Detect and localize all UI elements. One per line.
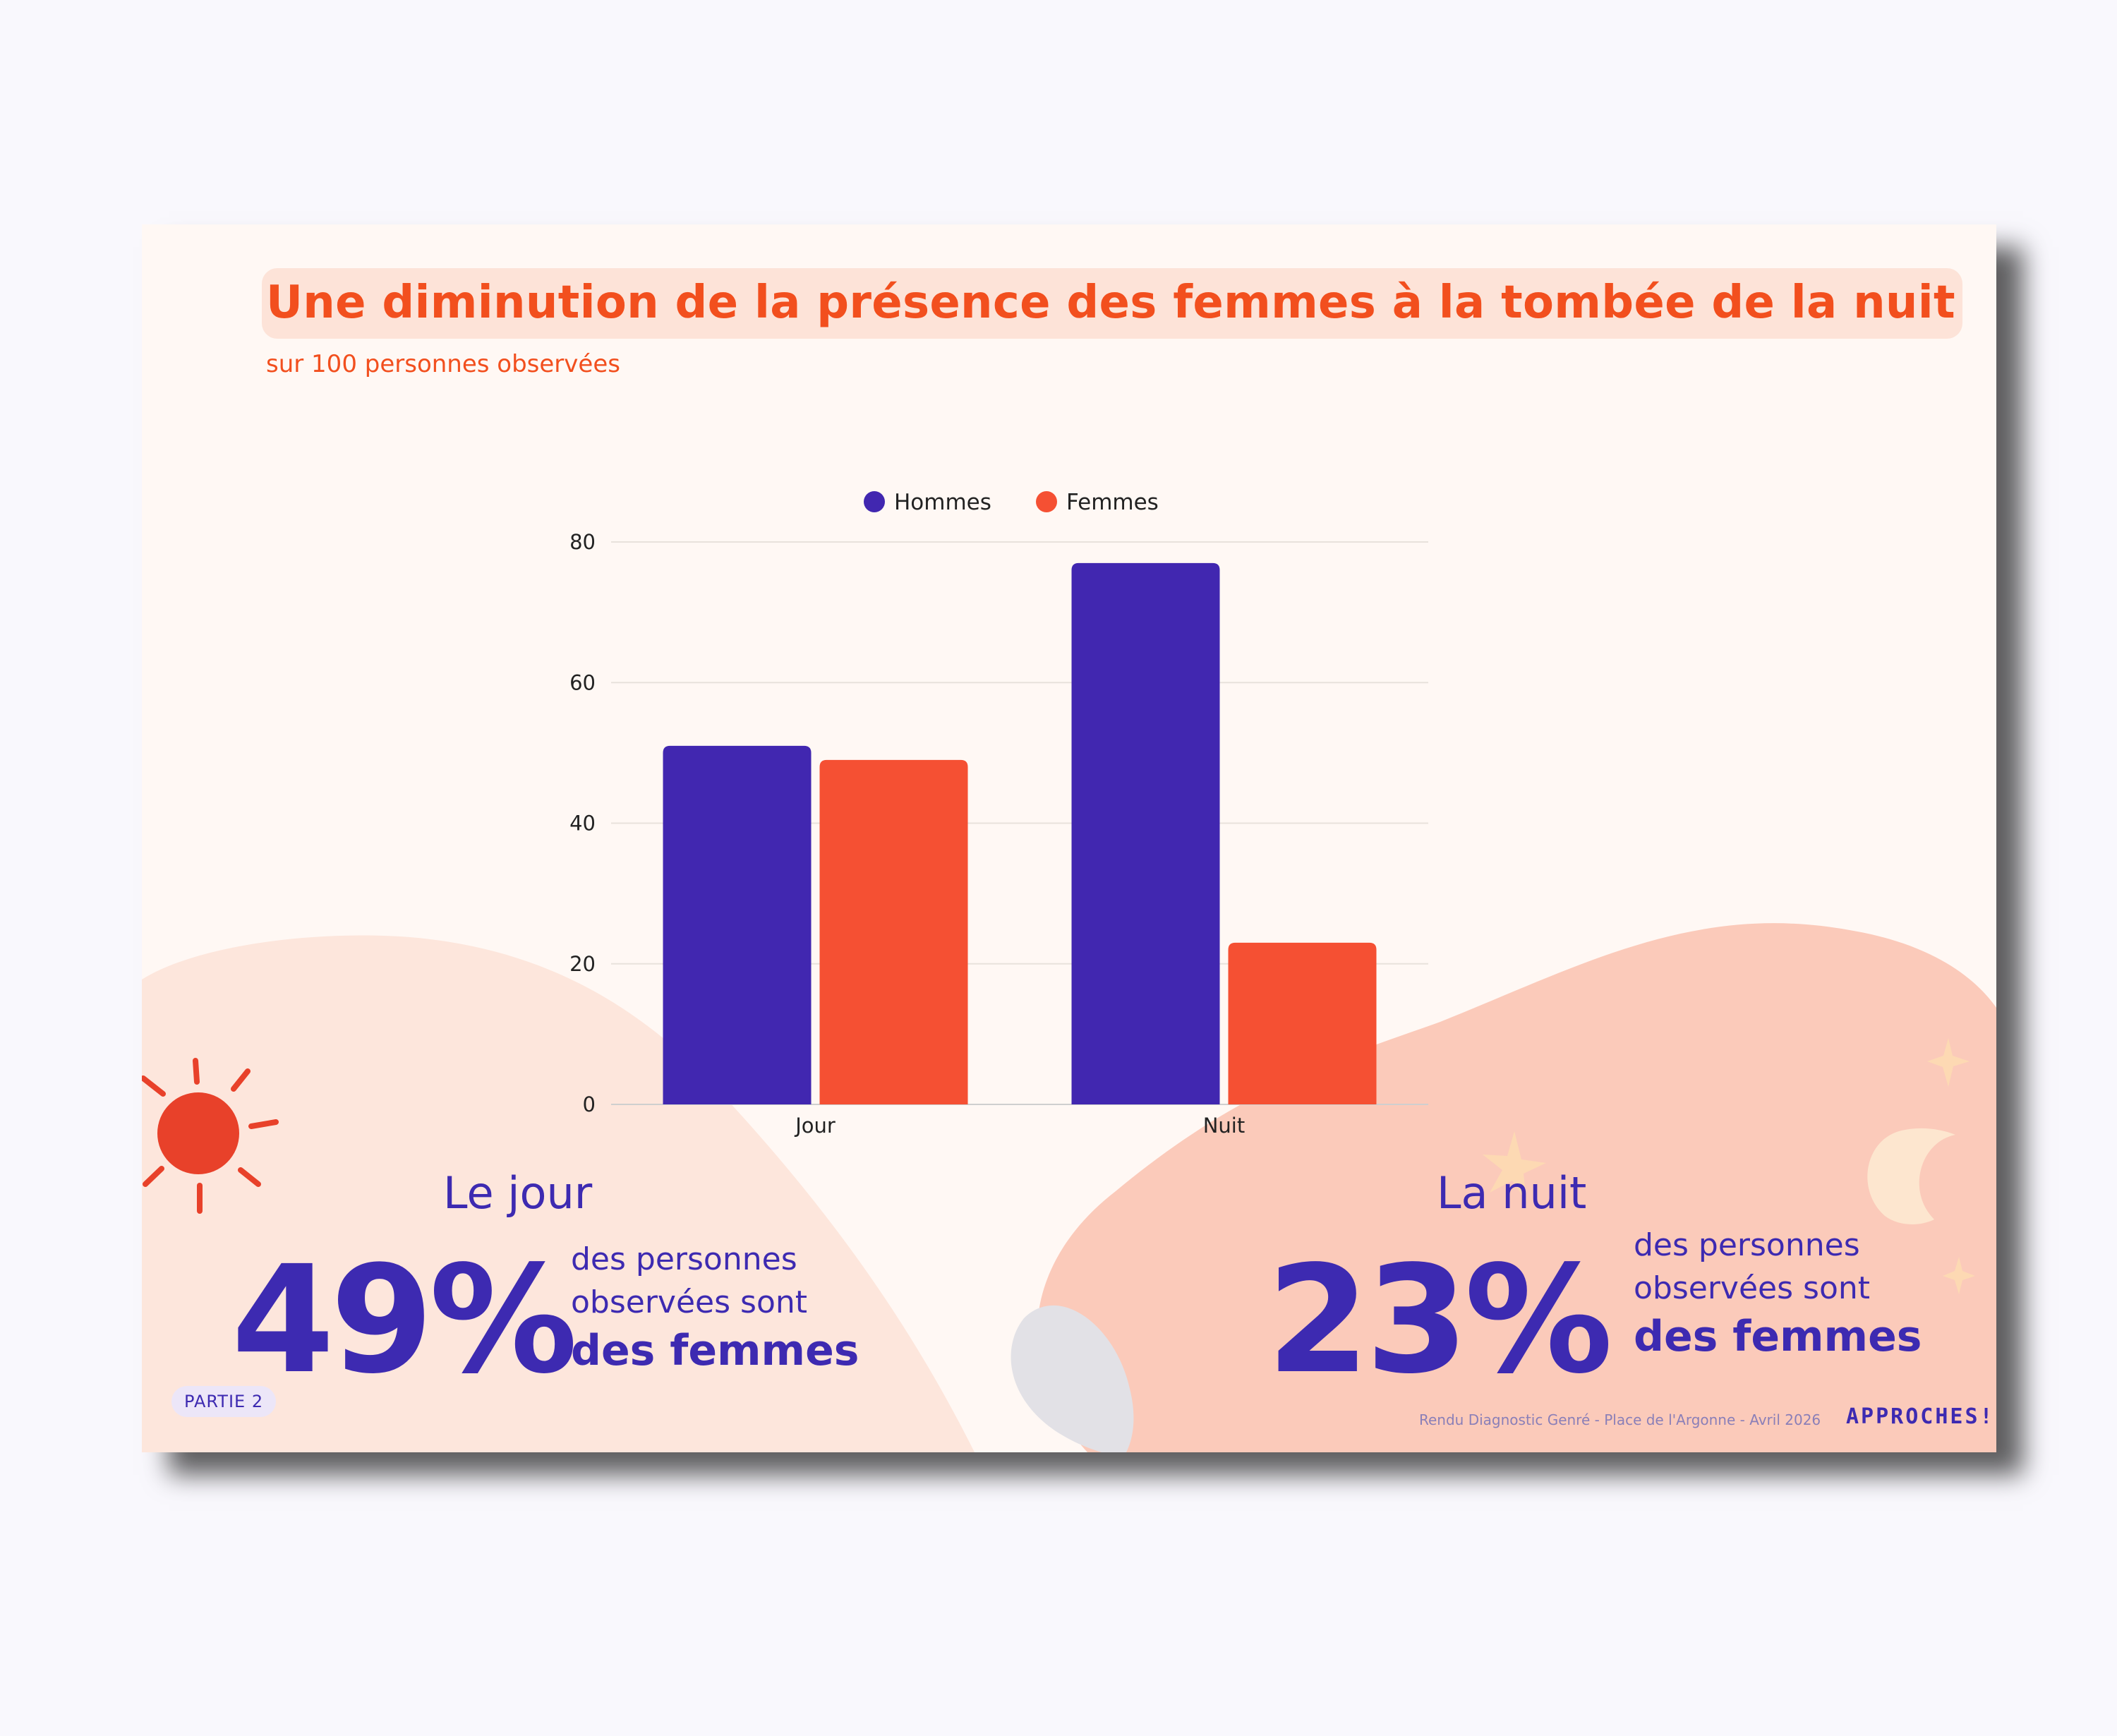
section-badge: PARTIE 2 [171,1386,277,1417]
slide-title: Une diminution de la présence des femmes… [262,268,1962,339]
slide-subtitle: sur 100 personnes observées [266,350,620,378]
star-icon-small [1927,1038,1970,1087]
day-percentage: 49% [231,1234,578,1406]
legend-swatch-femmes [1036,491,1057,512]
bar-femmes-jour [819,759,968,1104]
legend-label-femmes: Femmes [1066,490,1159,515]
sun-icon [142,1058,279,1214]
left-blob [142,935,975,1452]
y-tick-label: 40 [569,812,596,836]
y-axis-ticks: 0 20 40 60 80 [569,530,596,1116]
bar-chart: 0 20 40 60 80 Jour Nuit Hommes Femmes [569,490,1428,1138]
legend-label-hommes: Hommes [894,490,991,515]
y-tick-label: 60 [569,670,596,694]
x-tick-label: Jour [794,1114,836,1138]
moon-icon [1867,1128,1955,1224]
footer-text: Rendu Diagnostic Genré - Place de l'Argo… [1419,1411,1821,1428]
y-tick-label: 0 [583,1092,596,1116]
night-percentage: 23% [1267,1234,1613,1406]
bar-hommes-nuit [1071,562,1220,1104]
day-description-line2: observées sont [571,1284,808,1320]
day-description-line1: des personnes [571,1241,797,1277]
legend-swatch-hommes [864,491,885,512]
bars [663,562,1377,1104]
star-icon [1483,1131,1546,1202]
background-shapes [142,923,1996,1452]
day-emphasis: des femmes [571,1326,860,1375]
night-description-line1: des personnes [1634,1227,1860,1263]
slide: Une diminution de la présence des femmes… [142,224,1996,1452]
day-description: des personnes observées sont des femmes [571,1238,860,1378]
y-tick-label: 20 [569,952,596,976]
x-tick-label: Nuit [1203,1114,1246,1138]
x-axis-labels: Jour Nuit [794,1114,1245,1138]
night-emphasis: des femmes [1634,1312,1922,1361]
night-description: des personnes observées sont des femmes [1634,1224,1922,1363]
brand-logo: APPROCHES! [1846,1404,1995,1429]
day-title: Le jour [443,1167,593,1219]
night-title: La nuit [1437,1167,1587,1219]
right-blob [1037,923,1996,1452]
legend: Hommes Femmes [864,490,1159,515]
y-tick-label: 80 [569,530,596,554]
star-icon-tiny [1943,1257,1975,1294]
grey-blob [1011,1305,1134,1452]
bar-femmes-nuit [1228,942,1377,1104]
bar-hommes-jour [663,745,812,1104]
night-description-line2: observées sont [1634,1270,1871,1306]
